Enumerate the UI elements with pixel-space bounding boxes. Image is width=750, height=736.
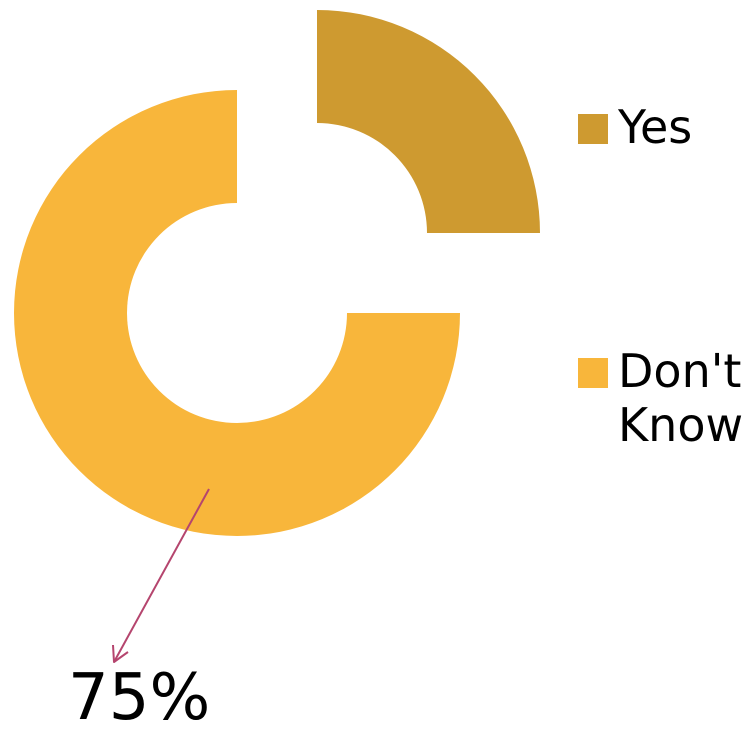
- legend-swatch-yes: [578, 114, 608, 144]
- legend-item-yes: Yes: [578, 100, 750, 154]
- donut-slice-dont-know: [14, 90, 460, 536]
- donut-slices: [14, 10, 540, 536]
- legend-item-dont-know: Don't Know: [578, 344, 750, 452]
- legend-label-dont-know: Don't Know: [618, 344, 750, 452]
- legend-label-yes: Yes: [618, 100, 750, 154]
- donut-slice-yes: [317, 10, 540, 233]
- annotation-percent-label: 75%: [68, 660, 210, 736]
- legend-swatch-dont-know: [578, 358, 608, 388]
